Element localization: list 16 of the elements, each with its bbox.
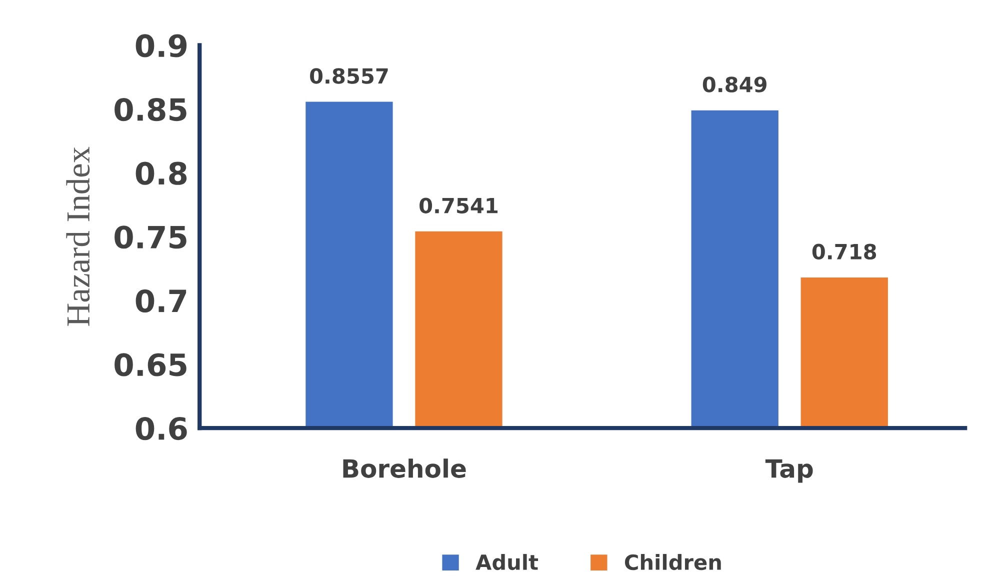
data-label: 0.849 — [702, 76, 766, 92]
legend-label: Adult — [476, 554, 538, 570]
y-tick-label: 0.8 — [136, 162, 187, 185]
x-tick-label: Tap — [765, 459, 813, 483]
y-axis-title: Hazard Index — [66, 146, 90, 326]
y-tick-label: 0.7 — [136, 289, 186, 312]
data-label: 0.7541 — [420, 198, 498, 214]
x-tick-label: Borehole — [343, 458, 466, 478]
y-tick-label: 0.85 — [114, 98, 186, 122]
y-tick-label: 0.6 — [136, 416, 187, 440]
legend-label: Children — [624, 554, 721, 570]
y-tick-label: 0.75 — [114, 226, 186, 249]
data-label: 0.8557 — [310, 68, 388, 84]
y-tick-label: 0.9 — [136, 34, 187, 58]
y-tick-label: 0.65 — [114, 353, 186, 376]
data-label: 0.718 — [812, 244, 876, 260]
